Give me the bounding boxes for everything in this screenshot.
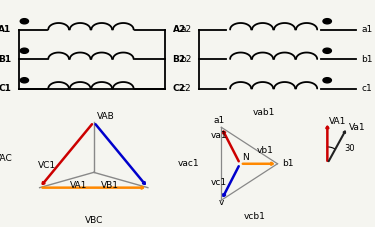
- Text: VA1: VA1: [70, 181, 87, 190]
- Text: a2: a2: [180, 25, 191, 34]
- Text: va1: va1: [210, 131, 227, 141]
- Text: VAC: VAC: [0, 154, 12, 163]
- Circle shape: [323, 48, 332, 53]
- Text: b1: b1: [362, 54, 373, 64]
- Text: VAB: VAB: [97, 112, 115, 121]
- Text: A2: A2: [172, 25, 186, 34]
- Text: b1: b1: [282, 159, 294, 168]
- Text: c2: c2: [181, 84, 191, 93]
- Text: vb1: vb1: [257, 146, 274, 155]
- Text: Va1: Va1: [349, 123, 366, 132]
- Circle shape: [323, 78, 332, 83]
- Text: B1: B1: [0, 54, 11, 64]
- Text: c1: c1: [362, 84, 372, 93]
- Circle shape: [20, 19, 28, 24]
- Text: VBC: VBC: [85, 216, 103, 225]
- Text: a1: a1: [214, 116, 225, 125]
- Text: v: v: [219, 198, 224, 207]
- Text: vcb1: vcb1: [244, 212, 266, 221]
- Text: C1: C1: [0, 84, 11, 93]
- Text: B2: B2: [172, 54, 186, 64]
- Text: b2: b2: [180, 54, 191, 64]
- Text: vab1: vab1: [253, 108, 276, 117]
- Text: vc1: vc1: [211, 178, 227, 187]
- Circle shape: [20, 78, 28, 83]
- Text: VB1: VB1: [101, 181, 119, 190]
- Text: a1: a1: [362, 25, 373, 34]
- Text: 30: 30: [344, 144, 355, 153]
- Text: VC1: VC1: [38, 161, 56, 170]
- Circle shape: [323, 19, 332, 24]
- Text: vac1: vac1: [178, 159, 200, 168]
- Text: A1: A1: [0, 25, 11, 34]
- Text: C2: C2: [172, 84, 185, 93]
- Text: N: N: [242, 153, 249, 162]
- Circle shape: [20, 48, 28, 53]
- Text: VA1: VA1: [329, 117, 347, 126]
